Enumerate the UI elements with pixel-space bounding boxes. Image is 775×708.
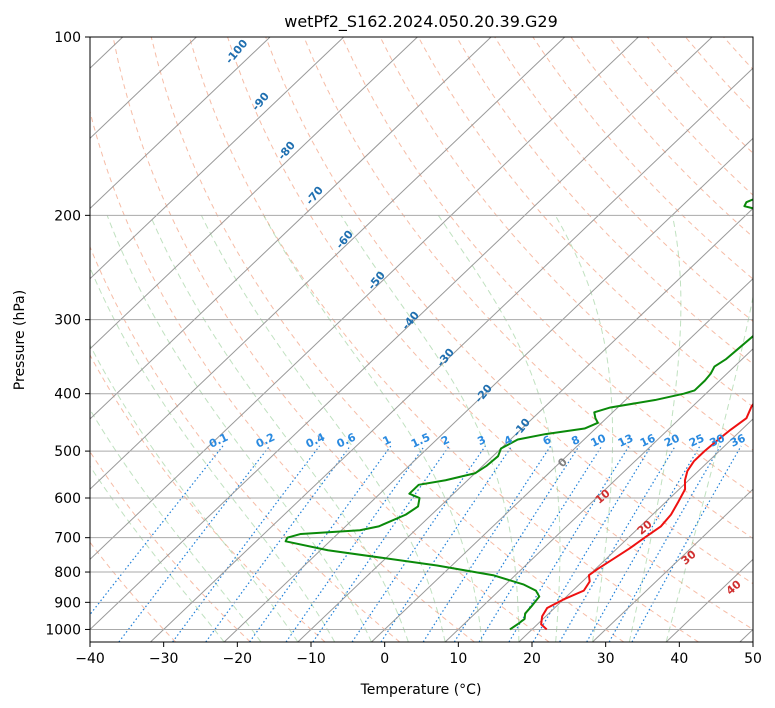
isotherm-line [90,37,271,210]
moist-adiabat-line [437,215,561,642]
dry-adiabat-line [341,37,753,495]
dewpoint-profile-line [284,198,753,631]
x-tick-label: 10 [449,651,467,667]
moist-adiabat-line [90,344,299,642]
isotherm-line [90,37,345,280]
mixing-ratio-line [351,445,486,642]
isotherm-line [444,348,753,642]
mixing-ratio-label: 10 [589,431,609,449]
mixing-ratio-line [532,445,652,642]
isotherm-line [150,67,753,642]
dry-adiabat-line [379,37,753,451]
plot-frame [89,36,754,643]
y-tick-label: 800 [54,565,81,581]
x-tick-label: −20 [223,651,253,667]
isotherm-line [90,37,418,350]
moist-adiabat-line [340,215,520,642]
isotherm-line [592,488,753,642]
y-tick-label: 600 [54,491,81,507]
dry-adiabat-line [90,541,176,642]
mixing-ratio-line [118,445,271,642]
moist-adiabat-line [200,215,446,642]
profile-series [284,198,753,631]
isotherm-line [223,137,753,642]
y-axis-ticks: 100 200 300 400 500 600 700 800 900 1000 [45,30,90,638]
mixing-ratio-line [422,445,552,642]
y-tick-label: 900 [54,595,81,611]
x-tick-label: −10 [296,651,326,667]
temperature-profile-line [540,402,753,631]
y-tick-label: 400 [54,387,81,403]
mixing-ratio-label: 20 [662,431,682,449]
mixing-ratio-line [312,445,450,642]
isotherm-line [90,37,639,560]
y-tick-label: 700 [54,531,81,547]
mixing-ratio-line [249,445,392,642]
mixing-ratio-line [453,445,580,642]
y-axis-label: Pressure (hPa) [12,290,28,390]
moist-adiabat-line [628,215,682,642]
mixing-ratio-label: 16 [638,431,658,449]
mixing-ratio-line [90,445,224,616]
mixing-ratio-line [559,445,676,642]
isotherm-line [371,277,753,642]
dry-adiabat-line [494,37,753,322]
dry-adiabat-line [762,37,775,642]
chart-title: wetPf2_S162.2024.050.20.39.G29 [284,12,558,32]
mixing-ratio-line [508,445,630,642]
dry-adiabat-line [90,109,475,642]
mixing-ratio-line [631,445,742,642]
mixing-ratio-line [285,445,426,642]
isotherm-line [90,37,713,631]
mixing-ratio-label: 30 [708,431,728,449]
y-tick-label: 100 [54,30,81,46]
isotherm-line [518,418,753,642]
x-tick-label: −30 [149,651,179,667]
x-tick-label: 50 [744,651,762,667]
y-tick-label: 200 [54,208,81,224]
moist-adiabat-line [263,215,483,642]
isotherm-line [297,207,753,642]
moist-adiabat-line [106,215,372,642]
mixing-ratio-label: 36 [728,431,748,449]
grid-lines [90,37,753,630]
mixing-ratio-label: 13 [616,432,635,450]
isotherm-line [90,37,566,490]
y-tick-label: 300 [54,313,81,329]
plot-background [90,37,753,642]
x-tick-label: −40 [75,651,105,667]
moist-adiabat-line [554,215,614,642]
mixing-ratio-line [478,445,603,642]
x-tick-label: 30 [597,651,615,667]
x-tick-label: 0 [380,651,389,667]
mixing-ratio-label: 25 [687,432,706,450]
moist-adiabat-line [149,215,409,642]
y-tick-label: 1000 [45,622,81,638]
isotherm-line [90,37,197,140]
y-tick-label: 500 [54,444,81,460]
x-tick-label: 20 [523,651,541,667]
x-tick-label: 40 [670,651,688,667]
isotherm-line [90,37,492,420]
dry-adiabat-line [90,245,401,642]
x-axis-label: Temperature (°C) [360,682,482,698]
mixing-ratio-line [172,445,321,642]
x-axis-ticks: −40 −30 −20 −10 0 10 20 30 40 50 [75,642,762,667]
